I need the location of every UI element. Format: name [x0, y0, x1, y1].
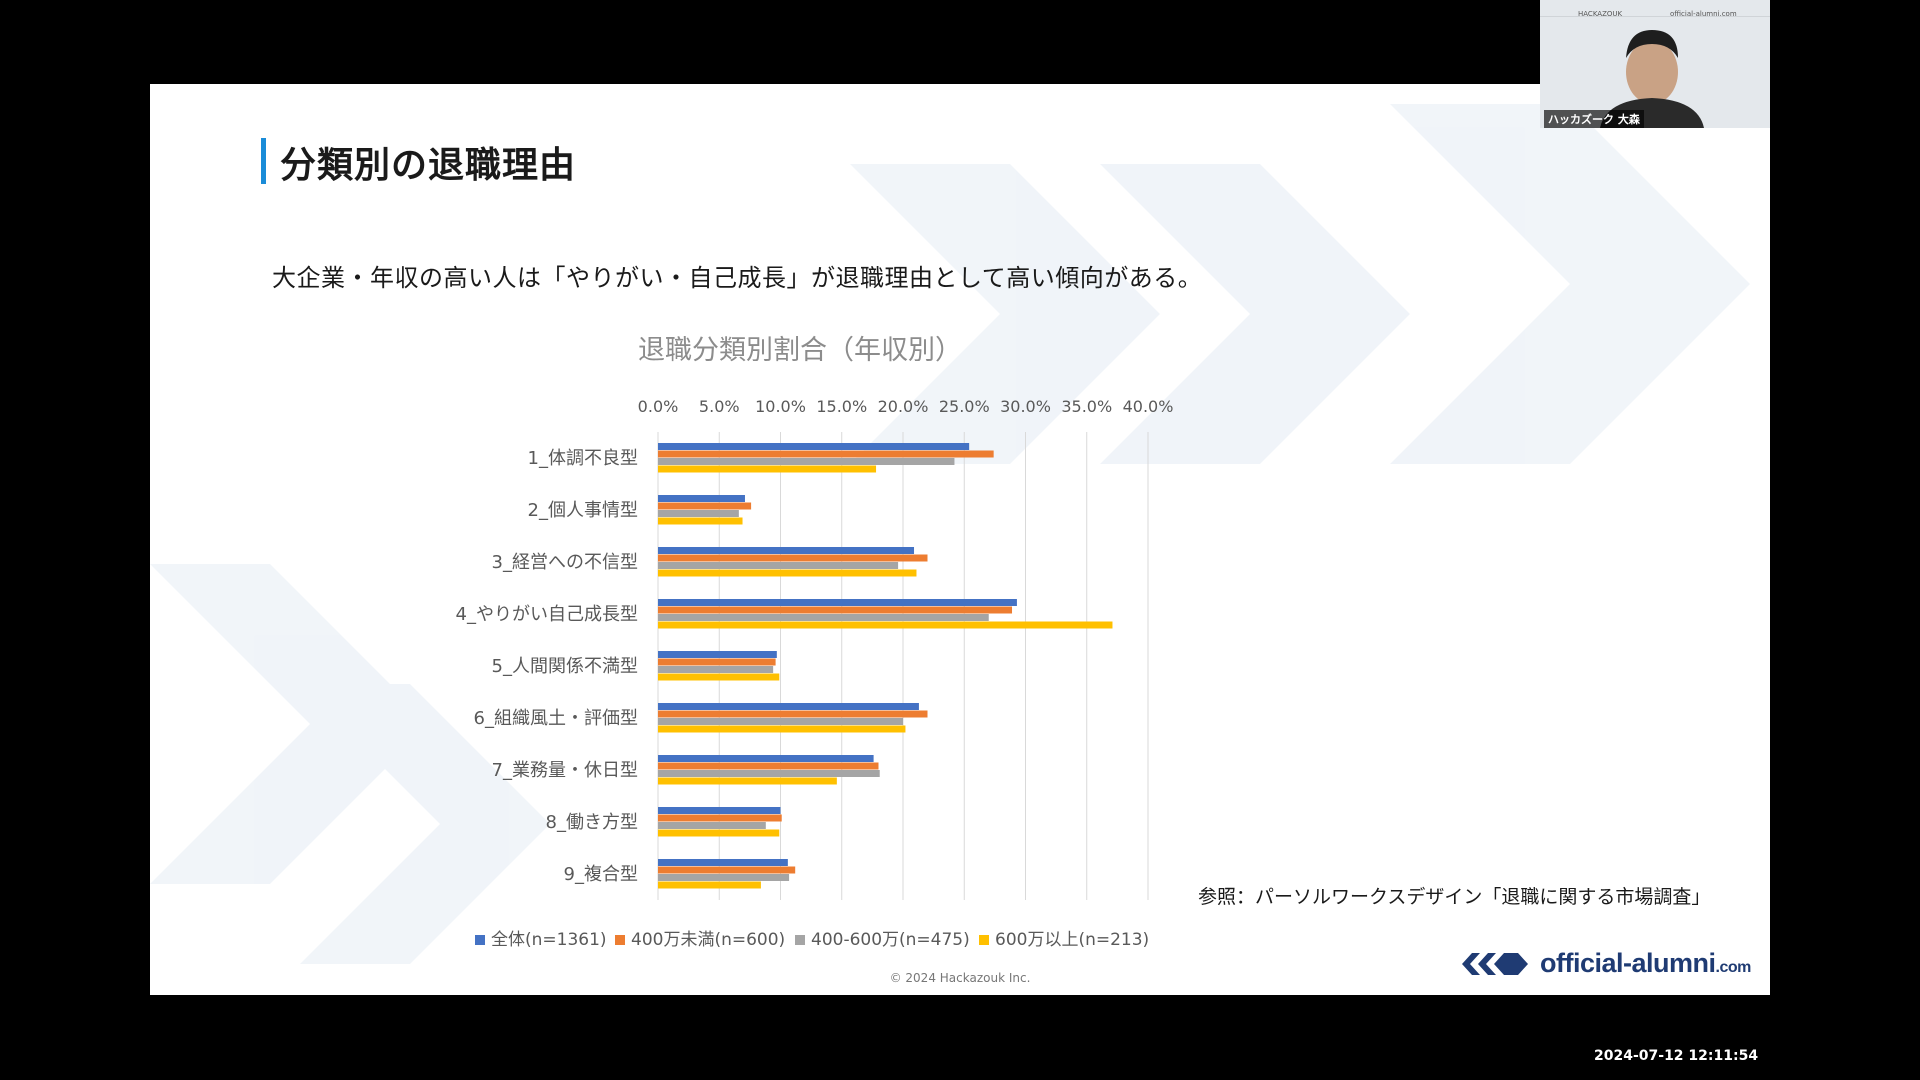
bar — [658, 718, 903, 725]
category-label: 2_個人事情型 — [528, 500, 638, 521]
logo-text: official-alumni — [1540, 948, 1716, 978]
bar — [658, 755, 874, 762]
bar — [658, 495, 745, 502]
x-tick-label: 20.0% — [878, 397, 929, 416]
bar — [658, 762, 879, 770]
bar — [658, 510, 739, 517]
slide-subtitle: 大企業・年収の高い人は「やりがい・自己成長」が退職理由として高い傾向がある。 — [272, 264, 1203, 292]
chevrons-logo-icon — [1462, 952, 1528, 975]
webcam-caption: ハッカズーク 大森 — [1544, 110, 1644, 128]
bar — [658, 881, 761, 889]
legend-label: 400万未満(n=600) — [631, 930, 785, 950]
bar — [658, 517, 743, 525]
chart-title: 退職分類別割合（年収別） — [638, 335, 962, 366]
category-label: 5_人間関係不満型 — [492, 656, 638, 677]
legend-swatch — [615, 935, 625, 945]
bar — [658, 703, 919, 710]
legend-label: 600万以上(n=213) — [995, 930, 1149, 950]
bar — [658, 569, 917, 577]
webcam-site-label: official-alumni.com — [1670, 10, 1737, 18]
bar — [658, 554, 928, 562]
logo-suffix: .com — [1715, 959, 1752, 976]
x-tick-label: 0.0% — [638, 397, 679, 416]
legend-swatch — [795, 935, 805, 945]
timestamp: 2024-07-12 12:11:54 — [1594, 1048, 1759, 1064]
x-tick-label: 30.0% — [1000, 397, 1051, 416]
webcam-brand-label: HACKAZOUK — [1578, 10, 1623, 18]
category-label: 9_複合型 — [564, 864, 638, 885]
bar — [658, 562, 899, 569]
bar — [658, 614, 989, 621]
legend-label: 全体(n=1361) — [491, 930, 607, 950]
chart-bars — [658, 443, 1113, 889]
category-label: 8_働き方型 — [546, 812, 638, 833]
bar — [658, 443, 970, 450]
category-label: 1_体調不良型 — [528, 448, 638, 469]
category-labels: 1_体調不良型 2_個人事情型 3_経営への不信型 4_やりがい自己成長型 5_人間関係… — [456, 448, 638, 885]
presenter-avatar — [1540, 0, 1770, 128]
slide: 分類別の退職理由 大企業・年収の高い人は「やりがい・自己成長」が退職理由として高… — [150, 84, 1770, 995]
bar — [658, 658, 776, 666]
copyright: © 2024 Hackazouk Inc. — [889, 971, 1031, 985]
official-alumni-logo: official-alumni.com — [1458, 948, 1751, 979]
legend-swatch — [979, 935, 989, 945]
bar — [658, 599, 1017, 606]
bar — [658, 770, 880, 777]
bar — [658, 822, 766, 829]
bar — [658, 450, 994, 458]
bar — [658, 866, 796, 874]
bar — [658, 606, 1013, 614]
legend-swatch — [475, 935, 485, 945]
bar — [658, 502, 752, 510]
title-accent-bar — [261, 138, 266, 184]
bar — [658, 725, 906, 733]
x-tick-label: 15.0% — [816, 397, 867, 416]
bar — [658, 621, 1113, 629]
category-label: 7_業務量・休日型 — [492, 760, 638, 781]
x-tick-label: 25.0% — [939, 397, 990, 416]
bar — [658, 814, 782, 822]
bar-chart: 退職分類別割合（年収別） 0.0% 5.0% 10.0% 15.0% 20.0% 25.0… — [456, 335, 1174, 950]
legend-label: 400-600万(n=475) — [811, 930, 970, 950]
slide-title: 分類別の退職理由 — [280, 145, 577, 186]
bar — [658, 777, 837, 785]
reference-note: 参照：パーソルワークスデザイン「退職に関する市場調査」 — [1198, 886, 1711, 908]
bar — [658, 859, 788, 866]
x-axis-ticks: 0.0% 5.0% 10.0% 15.0% 20.0% 25.0% 30.0% 35.0% 40… — [638, 397, 1174, 416]
x-tick-label: 5.0% — [699, 397, 740, 416]
bar — [658, 710, 928, 718]
bar — [658, 829, 780, 837]
bar — [658, 458, 955, 465]
bar — [658, 874, 790, 881]
bar — [658, 666, 774, 673]
webcam-tile: HACKAZOUK official-alumni.com ハッカズーク 大森 — [1540, 0, 1770, 128]
bar — [658, 807, 781, 814]
bar — [658, 673, 780, 681]
x-tick-label: 10.0% — [755, 397, 806, 416]
bar — [658, 651, 777, 658]
bar — [658, 465, 877, 473]
category-label: 3_経営への不信型 — [492, 552, 638, 573]
x-tick-label: 40.0% — [1123, 397, 1174, 416]
bar — [658, 547, 915, 554]
chart-legend: 全体(n=1361) 400万未満(n=600) 400-600万(n=475) 60… — [475, 930, 1149, 950]
category-label: 4_やりがい自己成長型 — [456, 604, 638, 625]
x-tick-label: 35.0% — [1061, 397, 1112, 416]
category-label: 6_組織風土・評価型 — [474, 708, 638, 729]
